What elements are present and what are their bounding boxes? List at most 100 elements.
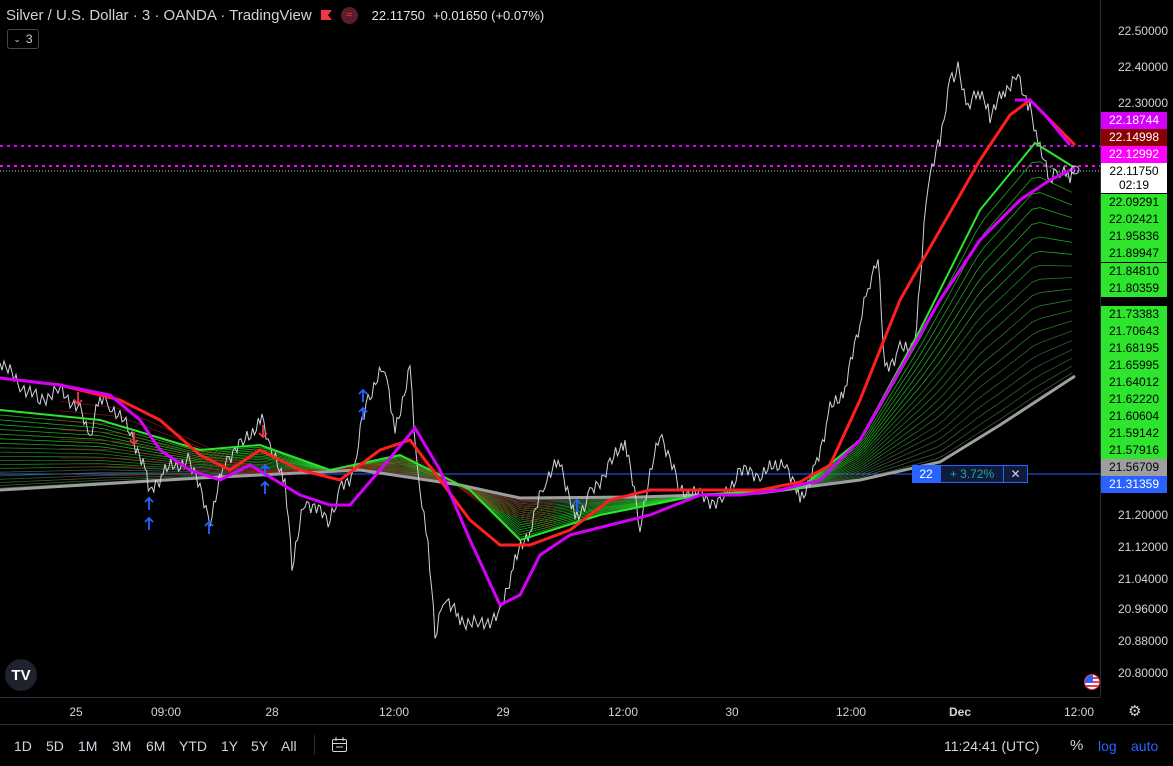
- indicator-price-label: 22.12992: [1101, 146, 1167, 163]
- calendar-range-icon[interactable]: [331, 736, 348, 758]
- indicator-price-label: 21.59142: [1101, 425, 1167, 442]
- time-tick: 12:00: [378, 705, 410, 719]
- tradingview-logo[interactable]: TV: [5, 659, 37, 691]
- indicator-price-label: 21.73383: [1101, 306, 1167, 323]
- last-price-marker: [1070, 165, 1080, 175]
- buy-arrow-icon: [358, 388, 368, 402]
- auto-toggle[interactable]: auto: [1131, 738, 1159, 754]
- buy-arrow-icon: [144, 516, 154, 530]
- interval-button[interactable]: ⌄ 3: [7, 29, 39, 49]
- indicator-price-label: 21.70643: [1101, 323, 1167, 340]
- buy-arrow-icon: [358, 406, 368, 420]
- range-button-all[interactable]: All: [281, 738, 297, 754]
- chart-header: Silver / U.S. Dollar · 3 · OANDA · Tradi…: [6, 5, 544, 25]
- indicator-price-label: 22.14998: [1101, 129, 1167, 146]
- buy-arrow-icon: [572, 498, 582, 512]
- buy-arrow-icon: [204, 520, 214, 534]
- gear-icon[interactable]: ⚙: [1128, 703, 1142, 720]
- ema-ribbon-line: [0, 236, 1073, 526]
- clock[interactable]: 11:24:41 (UTC): [944, 738, 1040, 754]
- indicator-price-label: 21.57916: [1101, 442, 1167, 459]
- price-tick: 22.40000: [1117, 60, 1168, 74]
- flag-icon[interactable]: [320, 9, 333, 21]
- indicator-price-label: 22.18744: [1101, 112, 1167, 129]
- ema-medium-line: [0, 166, 1076, 608]
- toolbar-divider: [314, 735, 315, 755]
- price-tick: 20.80000: [1117, 666, 1168, 680]
- price-tick: 21.20000: [1117, 508, 1168, 522]
- indicator-price-label: 21.62220: [1101, 391, 1167, 408]
- price-tick: 21.12000: [1117, 540, 1168, 554]
- ema-ribbon-line: [0, 340, 1073, 506]
- range-button-6m[interactable]: 6M: [146, 738, 166, 754]
- range-button-ytd[interactable]: YTD: [179, 738, 207, 754]
- indicator-price-label: 21.89947: [1101, 245, 1167, 262]
- bar-countdown: 02:19: [1118, 178, 1150, 192]
- price-tick: 22.50000: [1117, 24, 1168, 38]
- ema-ribbon-line: [0, 176, 1073, 536]
- indicator-price-label: 21.80359: [1101, 280, 1167, 297]
- indicator-icon[interactable]: ≈: [340, 6, 358, 24]
- sell-arrow-icon: [129, 432, 139, 446]
- indicator-price-label: 22.09291: [1101, 194, 1167, 211]
- ema-ribbon-line: [0, 365, 1073, 501]
- bottom-toolbar: 1D 5D 1M 3M 6M YTD 1Y 5Y All 11:24:41 (UTC) % lo…: [0, 724, 1173, 766]
- indicator-price-label: 21.60604: [1101, 408, 1167, 425]
- ema-ribbon-line: [0, 192, 1073, 533]
- ema-ribbon-line: [0, 161, 1073, 538]
- measure-value: 22: [912, 465, 940, 483]
- range-button-3m[interactable]: 3M: [112, 738, 132, 754]
- ema-fast-line: [0, 98, 1077, 547]
- indicator-price-label: 21.65995: [1101, 357, 1167, 374]
- time-tick: 12:00: [607, 705, 639, 719]
- percent-toggle[interactable]: %: [1070, 737, 1084, 754]
- ema-ribbon-line: [0, 250, 1073, 523]
- ema-medium-line: [1015, 98, 1072, 146]
- time-tick: 30: [725, 705, 739, 719]
- range-button-1y[interactable]: 1Y: [221, 738, 239, 754]
- indicator-price-label: 22.02421: [1101, 211, 1167, 228]
- time-tick: 29: [496, 705, 510, 719]
- interval-label: 3: [25, 32, 33, 46]
- ema-green-line: [0, 141, 1076, 542]
- current-price-label: 22.11750 02:19: [1101, 163, 1167, 193]
- time-tick: 12:00: [1063, 705, 1095, 719]
- price-tick: 22.30000: [1117, 96, 1168, 110]
- close-icon[interactable]: ✕: [1004, 465, 1028, 483]
- header-price: 22.11750: [371, 7, 425, 23]
- indicator-price-label: 21.84810: [1101, 263, 1167, 280]
- current-price: 22.11750: [1109, 164, 1159, 178]
- range-button-1d[interactable]: 1D: [14, 738, 32, 754]
- price-axis-divider: [1100, 0, 1101, 697]
- price-chart[interactable]: [0, 0, 1100, 697]
- chevron-down-icon: ⌄: [13, 33, 21, 44]
- time-tick: 28: [265, 705, 279, 719]
- ema-ribbon-line: [0, 310, 1073, 512]
- time-axis[interactable]: 25 09:00 28 12:00 29 12:00 30 12:00 Dec 12:00: [0, 697, 1100, 725]
- time-tick: 09:00: [150, 705, 182, 719]
- range-button-5d[interactable]: 5D: [46, 738, 64, 754]
- ema-ribbon-line: [0, 207, 1073, 531]
- log-toggle[interactable]: log: [1098, 738, 1117, 754]
- measure-change: + 3.72%: [940, 465, 1004, 483]
- price-tick: 21.04000: [1117, 572, 1168, 586]
- sell-arrow-icon: [73, 392, 83, 406]
- buy-arrow-icon: [260, 480, 270, 494]
- time-tick: Dec: [948, 705, 972, 719]
- indicator-price-label: 21.68195: [1101, 340, 1167, 357]
- price-tick: 20.96000: [1117, 602, 1168, 616]
- us-flag-icon[interactable]: [1084, 674, 1100, 690]
- indicator-price-label: 21.56709: [1101, 459, 1167, 476]
- ema-ribbon-line: [0, 357, 1073, 503]
- range-button-1m[interactable]: 1M: [78, 738, 98, 754]
- time-tick: 25: [69, 705, 83, 719]
- time-tick: 12:00: [835, 705, 867, 719]
- symbol-title[interactable]: Silver / U.S. Dollar · 3 · OANDA · Tradi…: [6, 6, 312, 24]
- range-button-5y[interactable]: 5Y: [251, 738, 269, 754]
- buy-arrow-icon: [144, 496, 154, 510]
- measure-tool[interactable]: 22 + 3.72% ✕: [912, 465, 1028, 483]
- ema-ribbon-line: [59, 401, 557, 531]
- indicator-price-label: 21.64012: [1101, 374, 1167, 391]
- indicator-price-label: 21.31359: [1101, 476, 1167, 493]
- header-change: +0.01650 (+0.07%): [432, 7, 545, 23]
